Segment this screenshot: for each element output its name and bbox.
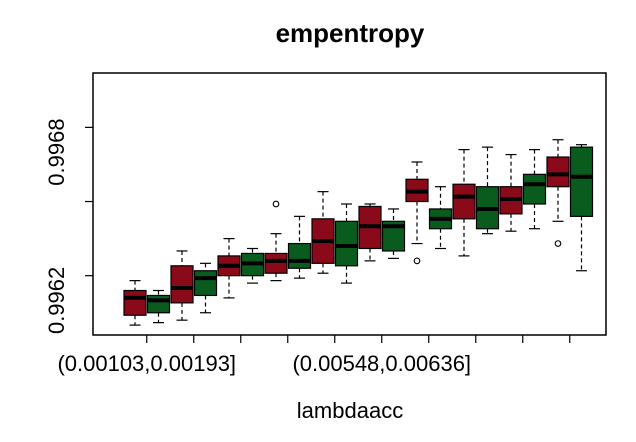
y-tick-label: 0.9968 (44, 118, 69, 185)
box-group-5 (217, 238, 241, 299)
box-group-6 (240, 247, 265, 284)
box-group-20 (569, 144, 594, 272)
iqr-box (522, 173, 547, 205)
box-group-8 (287, 215, 312, 279)
iqr-box (123, 289, 147, 316)
iqr-box (264, 252, 288, 274)
box-group-16 (475, 146, 500, 235)
iqr-box (146, 294, 171, 314)
box-group-10 (334, 203, 359, 284)
iqr-box (546, 156, 570, 188)
box-group-18 (522, 149, 547, 230)
box-group-3 (170, 250, 194, 321)
box-group-7 (264, 200, 288, 282)
iqr-box (193, 270, 218, 297)
box-group-14 (428, 186, 453, 250)
outlier-point (272, 200, 280, 208)
iqr-box (287, 242, 312, 269)
outlier-point (554, 240, 562, 247)
x-tick-label: (0.00548,0.00636] (292, 351, 471, 376)
box-group-4 (193, 262, 218, 314)
iqr-box (569, 146, 594, 217)
chart-title: empentropy (276, 18, 425, 48)
outlier-point (413, 257, 421, 265)
plot-frame (92, 72, 607, 336)
box-group-11 (358, 203, 382, 262)
x-axis-label: lambdaacc (297, 398, 403, 423)
box-group-19 (546, 139, 570, 247)
box-group-9 (311, 191, 335, 274)
y-tick-label: 0.9962 (44, 267, 69, 334)
box-group-2 (146, 289, 171, 324)
y-axis: 0.9962 0.9968 (44, 118, 93, 334)
iqr-box (452, 183, 476, 220)
iqr-box (381, 220, 406, 252)
boxes-layer (123, 139, 594, 326)
box-group-1 (123, 280, 147, 326)
x-tick-label: (0.00103,0.00193] (57, 351, 236, 376)
box-group-13 (405, 161, 429, 265)
iqr-box (334, 220, 359, 267)
box-group-15 (452, 149, 476, 257)
box-group-17 (499, 153, 523, 232)
iqr-box (170, 265, 194, 304)
box-group-12 (381, 208, 406, 259)
x-axis: (0.00103,0.00193] (0.00548,0.00636] (57, 335, 571, 376)
